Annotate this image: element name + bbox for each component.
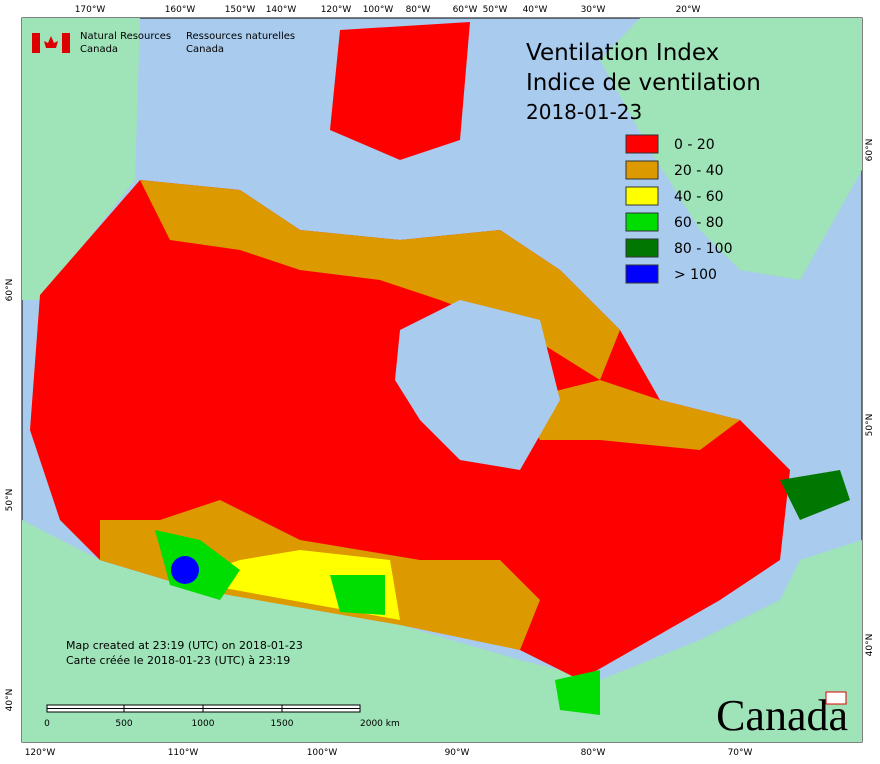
wordmark-flag xyxy=(825,691,847,705)
arctic-band xyxy=(140,180,620,380)
legend-label: > 100 xyxy=(674,267,717,283)
graticule-label: 80°W xyxy=(581,748,606,758)
graticule-label: 110°W xyxy=(168,748,199,758)
legend-label: 20 - 40 xyxy=(674,163,724,179)
flag-bar xyxy=(32,33,40,53)
footer: Map created at 23:19 (UTC) on 2018-01-23 xyxy=(66,639,303,652)
legend-label: 80 - 100 xyxy=(674,241,733,257)
legend-label: 60 - 80 xyxy=(674,215,724,231)
legend-label: 0 - 20 xyxy=(674,137,715,153)
graticule-label: 50°W xyxy=(483,5,508,15)
scale-label: 0 xyxy=(44,719,50,729)
graticule-label: 70°W xyxy=(728,748,753,758)
newfoundland-green xyxy=(780,470,850,520)
graticule-label: 50°N xyxy=(5,489,15,512)
graticule-label: 150°W xyxy=(225,5,256,15)
footer: Carte créée le 2018-01-23 (UTC) à 23:19 xyxy=(66,654,290,667)
legend-label: 40 - 60 xyxy=(674,189,724,205)
legend-swatch xyxy=(625,134,659,154)
graticule-label: 170°W xyxy=(75,5,106,15)
legend-swatch xyxy=(625,186,659,206)
legend-swatch xyxy=(625,212,659,232)
graticule-label: 60°W xyxy=(453,5,478,15)
agency-fr: Canada xyxy=(186,44,224,55)
graticule-label: 120°W xyxy=(321,5,352,15)
graticule-label: 40°N xyxy=(5,689,15,712)
graticule-label: 80°W xyxy=(406,5,431,15)
arctic-islands xyxy=(330,22,470,160)
blue-patch xyxy=(171,556,199,584)
top-graticule-labels: 170°W 160°W 150°W 140°W 120°W 100°W 80°W 60°W 50… xyxy=(75,5,701,15)
flag-bar xyxy=(62,33,70,53)
scale-label: 1500 xyxy=(271,719,294,729)
date: 2018-01-23 xyxy=(526,100,642,124)
scale-label: 2000 km xyxy=(360,719,400,729)
legend: 0 - 20 20 - 40 40 - 60 60 - 80 80 - 100 > 100 xyxy=(625,134,733,284)
agency-fr: Ressources naturelles xyxy=(186,31,295,42)
landmass xyxy=(22,18,862,742)
bottom-graticule-labels: 120°W 110°W 100°W 90°W 80°W 70°W xyxy=(25,748,753,758)
scale-label: 1000 xyxy=(192,719,215,729)
agency-en: Canada xyxy=(80,44,118,55)
agency-en: Natural Resources xyxy=(80,31,171,42)
green-patch xyxy=(330,575,385,615)
graticule-label: 30°W xyxy=(581,5,606,15)
legend-swatch xyxy=(625,238,659,258)
graticule-label: 120°W xyxy=(25,748,56,758)
graticule-label: 60°N xyxy=(5,279,15,302)
graticule-label: 160°W xyxy=(165,5,196,15)
labrador-band xyxy=(520,380,740,450)
legend-swatch xyxy=(625,160,659,180)
graticule-label: 40°N xyxy=(865,634,875,657)
hudson-bay xyxy=(395,300,560,470)
title: Ventilation Index xyxy=(526,40,719,66)
scale-bar: 0 500 1000 1500 2000 km xyxy=(44,704,400,729)
united-states xyxy=(22,520,862,742)
flag-leaf xyxy=(44,36,58,48)
ontario-green xyxy=(555,670,600,715)
graticule-label: 40°W xyxy=(523,5,548,15)
graticule-label: 20°W xyxy=(676,5,701,15)
alaska xyxy=(22,18,140,300)
title: Indice de ventilation xyxy=(526,70,761,96)
graticule-label: 140°W xyxy=(266,5,297,15)
greenland xyxy=(600,18,862,280)
graticule-label: 100°W xyxy=(307,748,338,758)
graticule-label: 90°W xyxy=(445,748,470,758)
graticule-label: 60°N xyxy=(865,139,875,162)
agency-signature: Natural Resources Canada Ressources natu… xyxy=(32,31,295,55)
side-graticule-labels: 60°N 50°N 40°N 60°N 50°N 40°N xyxy=(5,139,875,712)
scale-label: 500 xyxy=(115,719,132,729)
legend-swatch xyxy=(625,264,659,284)
graticule-label: 50°N xyxy=(865,414,875,437)
graticule-label: 100°W xyxy=(363,5,394,15)
